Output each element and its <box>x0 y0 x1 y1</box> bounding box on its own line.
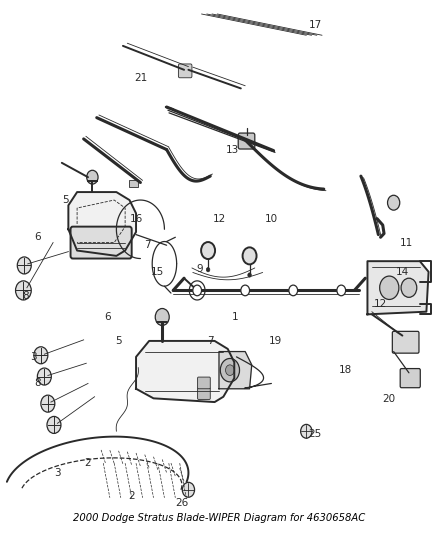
Text: 17: 17 <box>308 20 321 30</box>
Text: 18: 18 <box>339 365 352 375</box>
FancyBboxPatch shape <box>198 387 210 399</box>
Text: 2: 2 <box>128 491 135 501</box>
FancyBboxPatch shape <box>198 377 210 389</box>
Circle shape <box>226 365 234 375</box>
Text: 12: 12 <box>212 214 226 224</box>
Circle shape <box>388 195 400 210</box>
Polygon shape <box>219 352 252 389</box>
Text: 12: 12 <box>374 298 387 309</box>
Text: 5: 5 <box>62 195 69 205</box>
Circle shape <box>401 278 417 297</box>
Text: 8: 8 <box>35 378 41 389</box>
Circle shape <box>15 281 31 300</box>
Text: 7: 7 <box>144 240 150 250</box>
Text: 2000 Dodge Stratus Blade-WIPER Diagram for 4630658AC: 2000 Dodge Stratus Blade-WIPER Diagram f… <box>73 513 365 523</box>
Text: 2: 2 <box>85 458 92 468</box>
Circle shape <box>182 482 194 497</box>
Text: 16: 16 <box>129 214 143 224</box>
Circle shape <box>300 424 312 438</box>
Circle shape <box>380 276 399 300</box>
FancyBboxPatch shape <box>400 368 420 387</box>
Circle shape <box>289 285 297 296</box>
Circle shape <box>34 347 48 364</box>
Text: 8: 8 <box>23 290 29 301</box>
FancyBboxPatch shape <box>178 64 192 78</box>
Circle shape <box>248 273 251 277</box>
Circle shape <box>155 309 169 326</box>
Text: 6: 6 <box>35 232 41 243</box>
Circle shape <box>87 170 98 184</box>
Text: 25: 25 <box>308 429 321 439</box>
FancyBboxPatch shape <box>129 180 138 187</box>
Polygon shape <box>367 261 428 314</box>
Text: 9: 9 <box>196 264 203 274</box>
Text: 20: 20 <box>383 394 396 405</box>
Text: 3: 3 <box>54 468 61 478</box>
FancyBboxPatch shape <box>71 227 132 259</box>
Text: 15: 15 <box>151 267 165 277</box>
Polygon shape <box>136 341 234 402</box>
Text: 13: 13 <box>226 144 239 155</box>
Circle shape <box>201 242 215 259</box>
Text: 26: 26 <box>175 498 188 508</box>
Text: 6: 6 <box>104 312 111 322</box>
Circle shape <box>41 395 55 412</box>
Circle shape <box>17 257 31 274</box>
Text: 11: 11 <box>400 238 413 247</box>
Circle shape <box>241 285 250 296</box>
Text: 21: 21 <box>134 73 147 83</box>
FancyBboxPatch shape <box>392 332 419 353</box>
Text: 1: 1 <box>232 312 239 322</box>
Text: 10: 10 <box>265 214 278 224</box>
Circle shape <box>206 268 210 272</box>
Circle shape <box>37 368 51 385</box>
Circle shape <box>243 247 257 264</box>
Polygon shape <box>68 192 136 256</box>
Circle shape <box>220 359 240 382</box>
Text: 5: 5 <box>115 336 122 346</box>
Text: 19: 19 <box>269 336 283 346</box>
FancyBboxPatch shape <box>238 133 255 149</box>
Circle shape <box>47 416 61 433</box>
Text: 7: 7 <box>207 336 214 346</box>
Text: 14: 14 <box>396 267 409 277</box>
Circle shape <box>337 285 346 296</box>
Circle shape <box>193 285 201 296</box>
Text: 3: 3 <box>30 352 37 362</box>
